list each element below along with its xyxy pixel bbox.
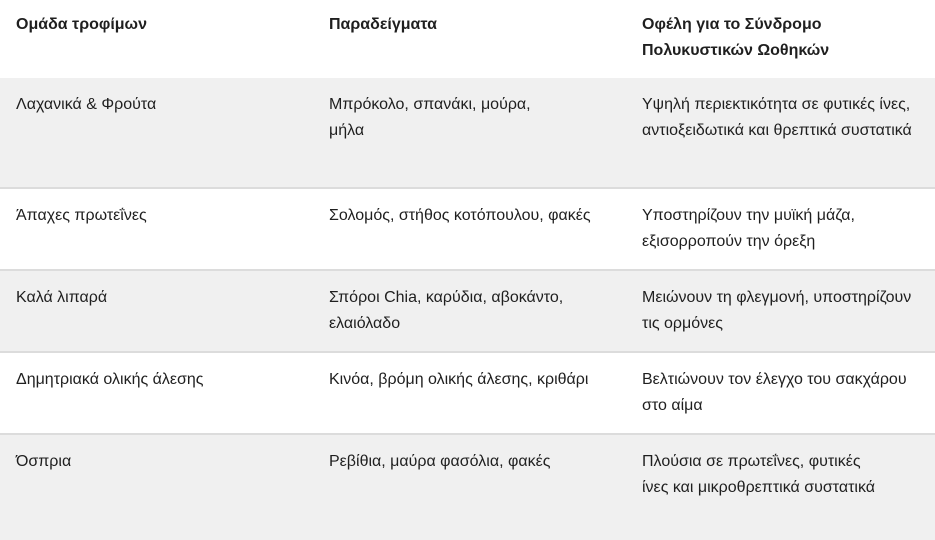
cell-examples: Σπόροι Chia, καρύδια, αβοκάντο, ελαιόλαδ… (329, 289, 564, 332)
table-row: Δημητριακά ολικής άλεσης Κινόα, βρόμη ολ… (0, 352, 935, 434)
cell-examples: Ρεβίθια, μαύρα φασόλια, φακές (329, 453, 551, 470)
cell-benefits: Πλούσια σε πρωτεΐνες, φυτικές ίνες και μ… (642, 453, 875, 496)
table-row: Λαχανικά & Φρούτα Μπρόκολο, σπανάκι, μού… (0, 78, 935, 188)
cell-food-group: Άπαχες πρωτεΐνες (16, 207, 147, 224)
header-benefits: Οφέλη για το Σύνδρομο Πολυκυστικών Ωοθηκ… (642, 16, 830, 59)
cell-examples: Σολομός, στήθος κοτόπουλου, φακές (329, 207, 591, 224)
cell-benefits: Υποστηρίζουν την μυϊκή μάζα, εξισορροπού… (642, 207, 855, 250)
cell-food-group: Καλά λιπαρά (16, 289, 108, 306)
cell-examples: Μπρόκολο, σπανάκι, μούρα, μήλα (329, 96, 531, 139)
table-row: Καλά λιπαρά Σπόροι Chia, καρύδια, αβοκάν… (0, 270, 935, 352)
header-food-group: Ομάδα τροφίμων (16, 16, 147, 33)
header-row: Ομάδα τροφίμων Παραδείγματα Οφέλη για το… (0, 0, 935, 78)
table-row: Άπαχες πρωτεΐνες Σολομός, στήθος κοτόπου… (0, 188, 935, 270)
cell-food-group: Δημητριακά ολικής άλεσης (16, 371, 204, 388)
cell-food-group: Λαχανικά & Φρούτα (16, 96, 157, 113)
cell-benefits: Βελτιώνουν τον έλεγχο του σακχάρου στο α… (642, 371, 907, 414)
cell-food-group: Όσπρια (16, 453, 72, 470)
cell-benefits: Υψηλή περιεκτικότητα σε φυτικές ίνες, αν… (642, 96, 912, 139)
table-row: Όσπρια Ρεβίθια, μαύρα φασόλια, φακές Πλο… (0, 434, 935, 540)
cell-examples: Κινόα, βρόμη ολικής άλεσης, κριθάρι (329, 371, 589, 388)
cell-benefits: Μειώνουν τη φλεγμονή, υποστηρίζουν τις ο… (642, 289, 912, 332)
header-examples: Παραδείγματα (329, 16, 437, 33)
